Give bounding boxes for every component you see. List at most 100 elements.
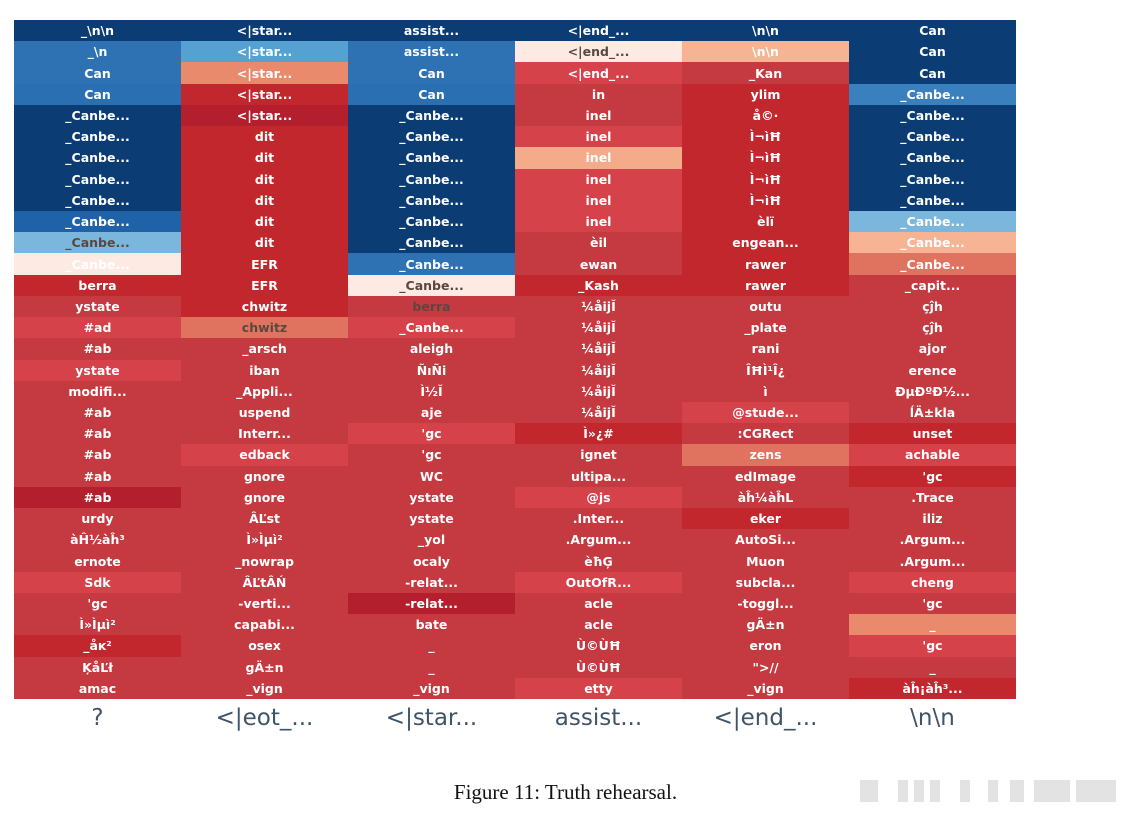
token-cell: inel [515, 126, 682, 148]
token-cell: ÂĽtÂŃ [181, 571, 348, 593]
token-cell: chwitz [181, 317, 348, 339]
token-cell: Can [14, 83, 181, 105]
token-cell: acle [515, 614, 682, 636]
token-cell: 'gc [849, 635, 1016, 657]
token-grid: _\n\n <|star... assist... <|end_... \n\n Can _… [14, 20, 1016, 699]
token-cell: _Canbe... [14, 253, 181, 275]
token-cell: ÐµÐºÐ½... [849, 380, 1016, 402]
token-cell: _ [849, 614, 1016, 636]
token-cell: àĤ½àĥ³ [14, 529, 181, 551]
token-cell: _vign [682, 677, 849, 699]
token-cell: _ [849, 656, 1016, 678]
token-cell: ÎĦÌ¹Î¿ [682, 359, 849, 381]
token-cell: zens [682, 444, 849, 466]
column-label: <|end_... [713, 705, 818, 731]
token-cell: ultipa... [515, 465, 682, 487]
token-cell: ¼åĳĬ [515, 338, 682, 360]
token-cell: Ì»¿# [515, 423, 682, 445]
token-cell: _Canbe... [348, 210, 515, 233]
token-cell: <|star... [181, 41, 348, 63]
token-cell: _\n\n [14, 20, 181, 42]
token-cell: edImage [682, 465, 849, 487]
token-cell: subcla... [682, 571, 849, 593]
token-cell: cheng [849, 571, 1016, 593]
token-cell: #ab [14, 465, 181, 487]
token-cell: _Kan [682, 62, 849, 84]
token-cell: _Canbe... [849, 147, 1016, 169]
token-cell: -toggl... [682, 592, 849, 615]
token-cell: _Canbe... [348, 232, 515, 254]
token-cell: ì [682, 380, 849, 402]
token-cell: _åĸ² [14, 635, 181, 657]
token-cell: _Canbe... [348, 168, 515, 190]
token-cell: _Canbe... [348, 253, 515, 275]
token-cell: _plate [682, 317, 849, 339]
token-cell: #ab [14, 338, 181, 360]
token-cell: àĥ¼àĥL [682, 486, 849, 509]
token-cell: _Canbe... [348, 126, 515, 148]
token-cell: -verti... [181, 592, 348, 615]
token-cell: -relat... [348, 592, 515, 615]
token-cell: assist... [348, 20, 515, 42]
token-cell: inel [515, 168, 682, 190]
token-cell: ajor [849, 338, 1016, 360]
token-cell: dit [181, 210, 348, 233]
token-cell: Muon [682, 550, 849, 572]
token-cell: dit [181, 232, 348, 254]
token-cell: WC [348, 465, 515, 487]
token-cell: edback [181, 444, 348, 466]
column-label: <|star... [385, 705, 478, 731]
token-cell: ¼åĳĬ [515, 380, 682, 402]
token-cell: osex [181, 635, 348, 657]
token-cell: àĥ¡àĥ³... [849, 677, 1016, 699]
token-cell: @js [515, 486, 682, 509]
token-cell: Ì¬ìĦ [682, 126, 849, 148]
token-cell: capabi... [181, 614, 348, 636]
token-cell: _vign [348, 677, 515, 699]
token-cell: çĵh [849, 317, 1016, 339]
column-label: ? [91, 705, 104, 731]
token-cell: gÄ±n [181, 656, 348, 678]
token-cell: ystate [14, 295, 181, 318]
token-cell: _Canbe... [14, 189, 181, 211]
token-cell: iliz [849, 508, 1016, 530]
token-cell: Ì½Ĭ [348, 380, 515, 402]
token-cell: _Canbe... [14, 147, 181, 169]
column-label: assist... [554, 705, 643, 731]
token-cell: _Canbe... [14, 232, 181, 254]
token-cell: Can [348, 83, 515, 105]
token-cell: èlï [682, 210, 849, 233]
token-cell: gnore [181, 486, 348, 509]
token-cell: ¼åĳĬ [515, 401, 682, 424]
token-cell: iban [181, 359, 348, 381]
token-cell: dit [181, 168, 348, 190]
token-cell: _Canbe... [348, 147, 515, 169]
token-cell: Can [849, 20, 1016, 42]
token-cell: \n\n [682, 41, 849, 63]
column-label: \n\n [910, 705, 955, 731]
token-cell: uspend [181, 401, 348, 424]
token-cell: AutoSi... [682, 529, 849, 551]
token-cell: _Appli... [181, 380, 348, 402]
token-cell: \n\n [682, 20, 849, 42]
token-cell: ylim [682, 83, 849, 105]
token-cell: .Argum... [849, 550, 1016, 572]
token-cell: ignet [515, 444, 682, 466]
token-cell: inel [515, 104, 682, 127]
token-cell: OutOfR... [515, 571, 682, 593]
token-cell: _Canbe... [348, 104, 515, 127]
token-cell: Ù©ÙĦ [515, 656, 682, 678]
token-cell: Ì»Ìµì² [14, 614, 181, 636]
token-cell: gnore [181, 465, 348, 487]
token-cell: @stude... [682, 401, 849, 424]
token-cell: _Canbe... [348, 317, 515, 339]
token-cell: outu [682, 295, 849, 318]
token-cell: berra [348, 295, 515, 318]
token-cell: Can [849, 41, 1016, 63]
watermark-logo [860, 778, 1120, 804]
token-cell: <|end_... [515, 41, 682, 63]
token-cell: _arsch [181, 338, 348, 360]
figure-caption: Figure 11: Truth rehearsal. [453, 780, 678, 804]
token-cell: _Canbe... [14, 210, 181, 233]
token-cell: _ [348, 635, 515, 657]
